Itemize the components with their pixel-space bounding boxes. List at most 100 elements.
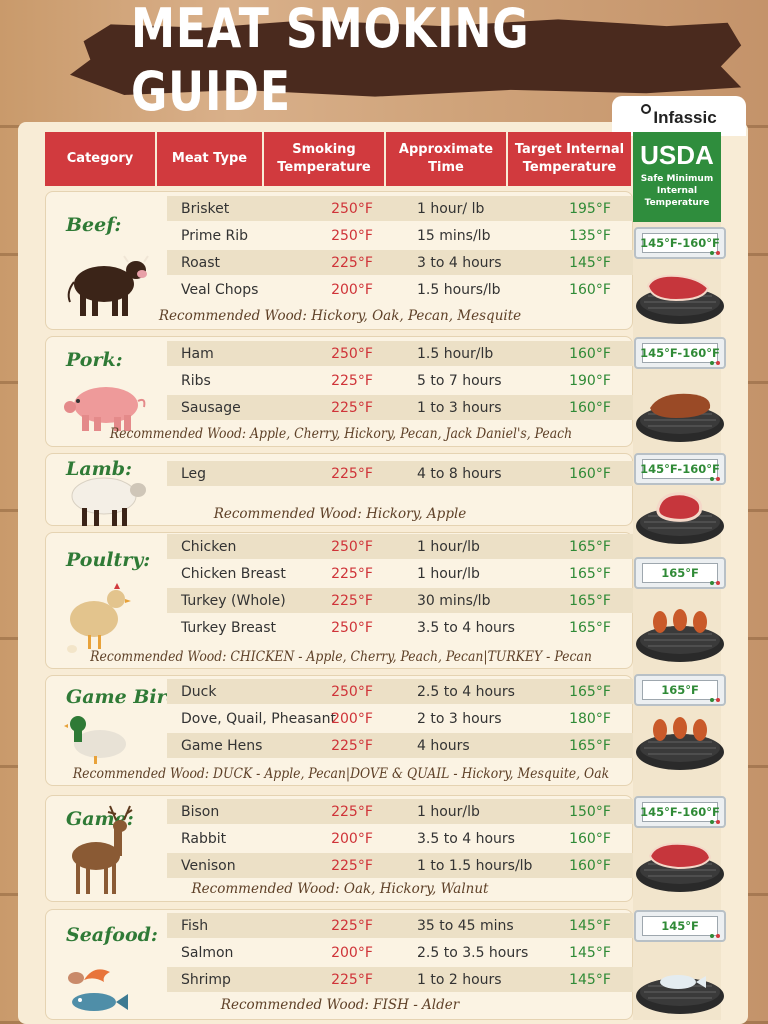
usda-temperature: 165°F (642, 563, 718, 583)
grill-icon (634, 834, 726, 894)
table-row: Fish 225°F 35 to 45 mins 145°F (167, 913, 633, 938)
target-temperature: 180°F (569, 710, 611, 727)
table-row: Salmon 200°F 2.5 to 3.5 hours 145°F (167, 940, 633, 965)
smoking-temperature: 200°F (331, 830, 373, 847)
section-seafood: Seafood: Fish 225°F 35 to 45 mins 145°F … (45, 909, 633, 1020)
thermometer-icon: 145°F-160°F (634, 453, 726, 485)
recommended-wood: Recommended Wood: DUCK - Apple, Pecan|DO… (72, 766, 610, 782)
grill-icon (634, 604, 726, 664)
smoking-temperature: 225°F (331, 803, 373, 820)
approximate-time: 1 hour/lb (417, 538, 480, 555)
table-row: Bison 225°F 1 hour/lb 150°F (167, 799, 633, 824)
meat-type: Shrimp (181, 971, 231, 988)
duck-icon (64, 708, 134, 772)
approximate-time: 2.5 to 3.5 hours (417, 944, 529, 961)
approximate-time: 1 to 2 hours (417, 971, 502, 988)
thermometer-icon: 145°F-160°F (634, 796, 726, 828)
target-temperature: 165°F (569, 592, 611, 609)
target-temperature: 145°F (569, 254, 611, 271)
meat-type: Turkey (Whole) (181, 592, 286, 609)
meat-type: Game Hens (181, 737, 263, 754)
section-game-birds: Game Birds: Duck 250°F 2.5 to 4 hours 16… (45, 675, 633, 786)
grill-icon (634, 384, 726, 444)
usda-temperature: 145°F-160°F (640, 343, 720, 363)
approximate-time: 3 to 4 hours (417, 254, 502, 271)
table-row: Turkey Breast 250°F 3.5 to 4 hours 165°F (167, 615, 633, 640)
smoking-temperature: 225°F (331, 737, 373, 754)
meat-type: Brisket (181, 200, 230, 217)
target-temperature: 145°F (569, 944, 611, 961)
recommended-wood: Recommended Wood: FISH - Alder (220, 997, 460, 1013)
smoking-temperature: 250°F (331, 538, 373, 555)
table-row: Shrimp 225°F 1 to 2 hours 145°F (167, 967, 633, 992)
target-temperature: 165°F (569, 565, 611, 582)
smoking-temperature: 225°F (331, 857, 373, 874)
approximate-time: 1 hour/lb (417, 803, 480, 820)
smoking-temperature: 225°F (331, 592, 373, 609)
table-row: Roast 225°F 3 to 4 hours 145°F (167, 250, 633, 275)
meat-type: Leg (181, 465, 207, 482)
table-row: Ribs 225°F 5 to 7 hours 190°F (167, 368, 633, 393)
approximate-time: 5 to 7 hours (417, 372, 502, 389)
table-row: Turkey (Whole) 225°F 30 mins/lb 165°F (167, 588, 633, 613)
cow-icon (64, 242, 154, 326)
thermometer-icon: 145°F-160°F (634, 227, 726, 259)
grill-icon (634, 712, 726, 772)
target-temperature: 160°F (569, 345, 611, 362)
target-temperature: 165°F (569, 683, 611, 700)
header-target-temperature: Target Internal Temperature (508, 132, 631, 186)
smoking-temperature: 225°F (331, 465, 373, 482)
target-temperature: 160°F (569, 281, 611, 298)
meat-type: Prime Rib (181, 227, 249, 244)
target-temperature: 165°F (569, 619, 611, 636)
smoking-temperature: 225°F (331, 399, 373, 416)
smoking-temperature: 225°F (331, 917, 373, 934)
target-temperature: 165°F (569, 538, 611, 555)
table-row: Chicken Breast 225°F 1 hour/lb 165°F (167, 561, 633, 586)
smoking-temperature: 200°F (331, 281, 373, 298)
smoking-temperature: 225°F (331, 254, 373, 271)
usda-temperature: 145°F-160°F (640, 459, 720, 479)
category-label: Pork: (66, 349, 123, 371)
meat-type: Duck (181, 683, 217, 700)
approximate-time: 1 hour/lb (417, 565, 480, 582)
title-brush-background (70, 19, 742, 97)
recommended-wood: Recommended Wood: Hickory, Oak, Pecan, M… (158, 308, 522, 324)
target-temperature: 160°F (569, 857, 611, 874)
smoking-temperature: 250°F (331, 227, 373, 244)
approximate-time: 1 to 3 hours (417, 399, 502, 416)
sheep-icon (64, 470, 154, 534)
table-row: Game Hens 225°F 4 hours 165°F (167, 733, 633, 758)
usda-temperature: 145°F (642, 916, 718, 936)
meat-type: Salmon (181, 944, 234, 961)
target-temperature: 160°F (569, 465, 611, 482)
approximate-time: 30 mins/lb (417, 592, 491, 609)
meat-type: Ribs (181, 372, 211, 389)
table-row: Venison 225°F 1 to 1.5 hours/lb 160°F (167, 853, 633, 878)
section-game: Game: Bison 225°F 1 hour/lb 150°F Rabbit… (45, 795, 633, 902)
smoking-temperature: 200°F (331, 710, 373, 727)
table-row: Leg 225°F 4 to 8 hours 160°F (167, 461, 633, 486)
approximate-time: 2.5 to 4 hours (417, 683, 515, 700)
section-beef: Beef: Brisket 250°F 1 hour/ lb 195°F Pri… (45, 191, 633, 330)
thermometer-icon: 145°F-160°F (634, 337, 726, 369)
thermometer-icon: 145°F (634, 910, 726, 942)
section-pork: Pork: Ham 250°F 1.5 hour/lb 160°F Ribs 2… (45, 336, 633, 447)
meat-type: Dove, Quail, Pheasant (181, 710, 337, 727)
page-title: MEAT SMOKING GUIDE (131, 0, 530, 123)
table-row: Chicken 250°F 1 hour/lb 165°F (167, 534, 633, 559)
smoking-temperature: 200°F (331, 944, 373, 961)
approximate-time: 1 to 1.5 hours/lb (417, 857, 533, 874)
approximate-time: 35 to 45 mins (417, 917, 514, 934)
smoking-temperature: 250°F (331, 619, 373, 636)
table-header: Category Meat Type Smoking Temperature A… (45, 132, 631, 186)
meat-type: Chicken Breast (181, 565, 286, 582)
thermometer-icon: 165°F (634, 557, 726, 589)
thermometer-icon: 165°F (634, 674, 726, 706)
header-meat-type: Meat Type (157, 132, 262, 186)
target-temperature: 145°F (569, 971, 611, 988)
target-temperature: 160°F (569, 830, 611, 847)
category-label: Poultry: (66, 549, 151, 571)
approximate-time: 2 to 3 hours (417, 710, 502, 727)
usda-temperature: 165°F (642, 680, 718, 700)
